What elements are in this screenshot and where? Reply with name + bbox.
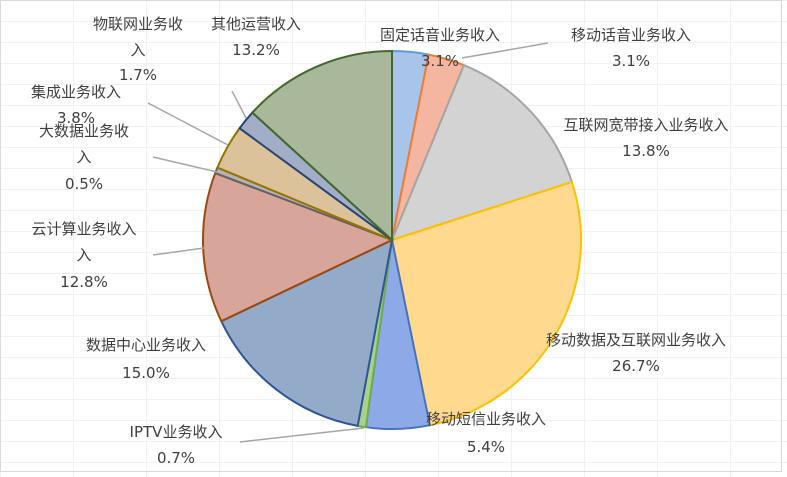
slice-value-label: 0.5% <box>65 175 103 193</box>
leader-line <box>152 156 218 173</box>
leader-line <box>461 42 549 59</box>
slice-value-label: 5.4% <box>467 438 505 456</box>
pie-slice <box>219 238 394 428</box>
slice-label: 集成业务收入 <box>31 83 121 101</box>
slice-label: 移动短信业务收入 <box>426 410 546 428</box>
slice-value-label: 15.0% <box>122 364 170 382</box>
slice-value-label: 13.8% <box>622 142 670 160</box>
slice-label: 入 <box>130 41 145 59</box>
slice-value-label: 0.7% <box>157 449 195 467</box>
slice-value-label: 3.8% <box>57 109 95 127</box>
pie-slice <box>390 180 582 427</box>
slice-label: 其他运营收入 <box>211 15 301 33</box>
leader-line <box>231 90 247 119</box>
slice-label: 入 <box>76 246 91 264</box>
slice-value-label: 12.8% <box>60 273 108 291</box>
slice-label: 移动话音业务收入 <box>571 26 691 44</box>
slice-label: 云计算业务收入 <box>31 220 136 238</box>
slice-value-label: 3.1% <box>612 52 650 70</box>
slice-label: 互联网宽带接入业务收入 <box>563 116 728 134</box>
slice-value-label: 13.2% <box>232 41 280 59</box>
leader-line <box>239 427 365 443</box>
slice-label: 数据中心业务收入 <box>86 336 206 354</box>
slice-value-label: 26.7% <box>612 357 660 375</box>
slice-label: 大数据业务收 <box>39 122 129 140</box>
leader-line <box>152 247 205 256</box>
slice-label: 入 <box>76 148 91 166</box>
slice-value-label: 3.1% <box>421 52 459 70</box>
slice-label: 物联网业务收 <box>93 15 183 33</box>
pie-slice <box>250 49 393 243</box>
slice-value-label: 1.7% <box>119 66 157 84</box>
leader-line <box>147 102 229 146</box>
slice-label: 移动数据及互联网业务收入 <box>546 331 726 349</box>
slice-label: 固定话音业务收入 <box>380 26 500 44</box>
slice-label: IPTV业务收入 <box>130 423 223 441</box>
